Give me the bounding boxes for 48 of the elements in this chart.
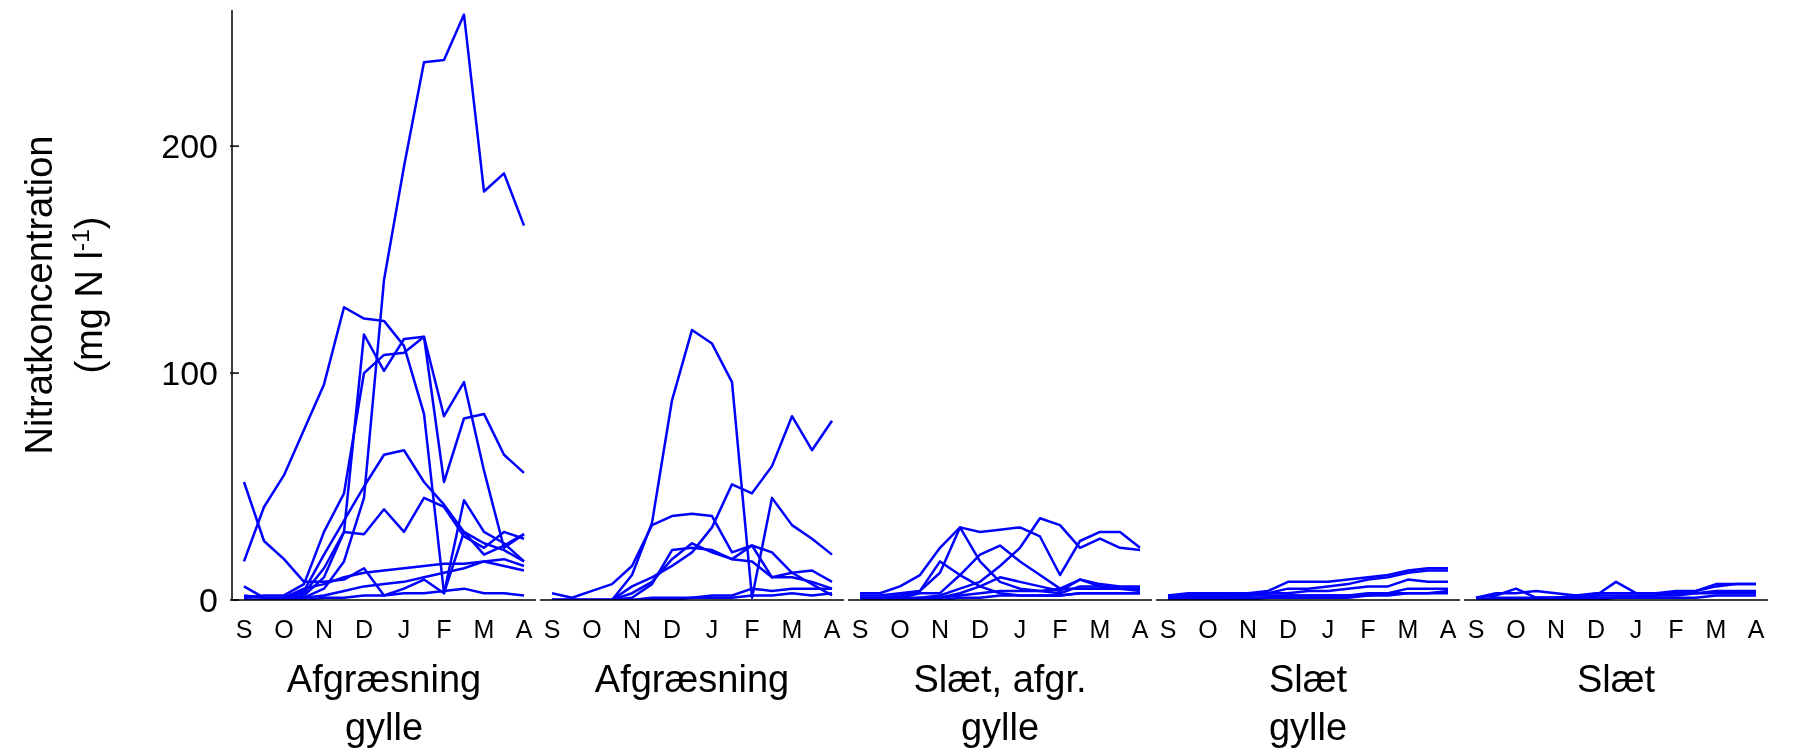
x-axis-title: Slæt [1576,658,1656,700]
x-axis-title: Slæt gylle [1268,658,1348,748]
x-tick-label: O [890,615,910,643]
y-tick-label: 0 [199,581,218,619]
x-axis-title: Afgræsning gylle [286,658,482,748]
x-tick-label: N [930,615,950,643]
x-tick-label: D [662,615,682,643]
x-tick-label: D [354,615,374,643]
x-tick-label: D [1586,615,1606,643]
x-tick-label: O [582,615,602,643]
x-tick-label: A [1439,615,1457,643]
x-tick-label: N [314,615,334,643]
x-tick-label: J [1629,615,1643,643]
x-tick-label: A [515,615,533,643]
x-tick-label: S [851,615,869,643]
x-tick-label: F [1052,615,1068,643]
x-tick-label: A [1131,615,1149,643]
x-tick-label: J [397,615,411,643]
x-tick-label: F [744,615,760,643]
x-tick-label: D [970,615,990,643]
x-axis-title: Slæt, afgr. gylle [913,658,1087,748]
x-tick-label: M [781,615,803,643]
x-tick-label: O [274,615,294,643]
x-tick-label: O [1506,615,1526,643]
x-tick-label: M [1397,615,1419,643]
x-axis-title: Afgræsning [594,658,790,700]
x-tick-label: F [1360,615,1376,643]
x-tick-label: D [1278,615,1298,643]
x-tick-label: M [1705,615,1727,643]
x-tick-label: S [1159,615,1177,643]
x-tick-label: S [543,615,561,643]
x-tick-label: J [705,615,719,643]
x-tick-label: N [1546,615,1566,643]
x-tick-label: M [473,615,495,643]
x-tick-label: N [622,615,642,643]
x-tick-label: M [1089,615,1111,643]
x-tick-label: O [1198,615,1218,643]
x-tick-label: A [1747,615,1765,643]
x-tick-label: J [1321,615,1335,643]
y-tick-label: 100 [161,354,218,393]
x-tick-label: S [1467,615,1485,643]
x-tick-label: F [1668,615,1684,643]
x-tick-label: J [1013,615,1027,643]
x-tick-label: A [823,615,841,643]
x-tick-label: N [1238,615,1258,643]
y-tick-label: 200 [161,127,218,166]
x-tick-label: S [235,615,253,643]
x-tick-label: F [436,615,452,643]
